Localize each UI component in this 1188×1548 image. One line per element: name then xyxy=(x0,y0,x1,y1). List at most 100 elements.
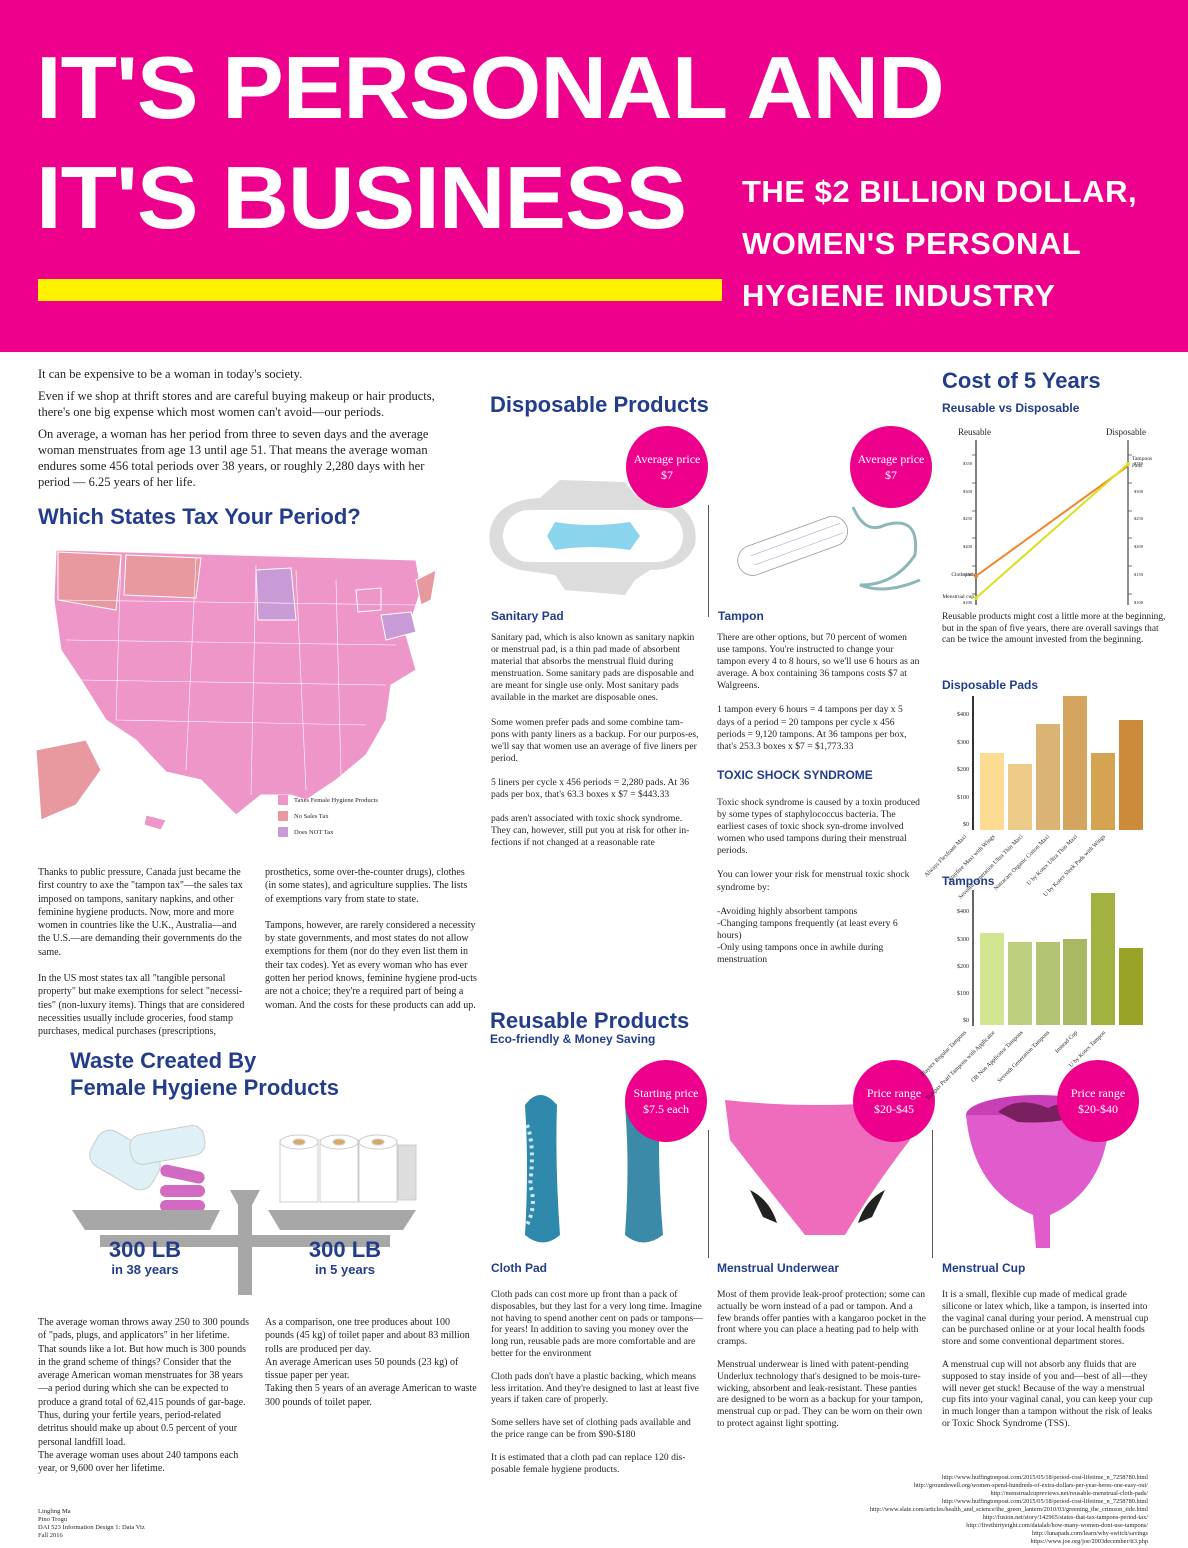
tampon-title: Tampon xyxy=(718,609,764,623)
intro-p2: Even if we shop at thrift stores and are… xyxy=(38,389,435,419)
bar-u-kotex-sleek xyxy=(1119,720,1143,830)
title-line-2: IT'S BUSINESS xyxy=(36,148,687,247)
pads-xticks: Always Flexfoam Maxi Stayfree Maxi with … xyxy=(923,834,1108,901)
bar-playtex xyxy=(980,933,1004,1025)
slope-left-ticks: $350 $300 $250 $200 $150 $100 xyxy=(963,461,972,605)
reference-link[interactable]: http://menstrualcupreviews.net/reusable-… xyxy=(990,1490,1148,1497)
bar-always xyxy=(980,753,1004,830)
tampons-bar-chart xyxy=(980,893,1150,1025)
reference-link[interactable]: http://www.huffingtonpost.com/2015/05/18… xyxy=(941,1498,1148,1505)
legend-item-no-sales-tax: No Sales Tax xyxy=(278,808,378,824)
underwear-text: Most of them provide leak-proof protecti… xyxy=(717,1289,926,1429)
legend-swatch-no-sales-tax xyxy=(278,811,288,821)
reusable-axis-label: Reusable xyxy=(958,427,991,437)
reference-link[interactable]: http://groundswell.org/women-spend-hundr… xyxy=(913,1482,1148,1489)
waste-heading: Waste Created By Female Hygiene Products xyxy=(70,1048,339,1100)
balance-scale-icon xyxy=(72,1190,416,1295)
divider xyxy=(708,505,709,617)
subtitle-line-1: THE $2 BILLION DOLLAR, xyxy=(742,174,1138,209)
tampons-chart-title: Tampons xyxy=(942,874,995,888)
divider xyxy=(932,1130,933,1258)
label-cloth-pads: Cloth pads xyxy=(951,572,975,578)
subtitle-line-2: WOMEN'S PERSONAL xyxy=(742,226,1082,261)
tax-heading: Which States Tax Your Period? xyxy=(38,504,361,529)
pads-icon xyxy=(89,1125,206,1191)
tampons-yticks: $400 $300 $200 $100 $0 xyxy=(957,909,969,1024)
waste-col-2: As a comparison, one tree produces about… xyxy=(265,1317,477,1408)
legend-swatch-taxes xyxy=(278,795,288,805)
bar-seventh-gen xyxy=(1036,724,1060,830)
bar-instead-cup xyxy=(1091,893,1115,1025)
legend-item-does-not-tax: Does NOT Tax xyxy=(278,824,378,840)
label-tampons-pads: Tampons Pads xyxy=(1132,456,1153,469)
reference-link[interactable]: http://fusion.net/story/142965/states-th… xyxy=(982,1514,1148,1521)
legend-item-taxes: Taxes Female Hygiene Products xyxy=(278,792,378,808)
reusable-heading: Reusable Products xyxy=(490,1008,690,1033)
bar-natracare xyxy=(1063,696,1087,830)
legend-swatch-does-not-tax xyxy=(278,827,288,837)
cup-title: Menstrual Cup xyxy=(942,1261,1026,1275)
cup-text: It is a small, flexible cup made of medi… xyxy=(942,1289,1153,1429)
tampons-icon xyxy=(160,1164,205,1212)
tax-col-1: Thanks to public pressure, Canada just b… xyxy=(38,867,245,1038)
cost-heading: Cost of 5 Years xyxy=(942,368,1101,393)
credits: Lingling Ma Pino Trogu DAI 523 Informati… xyxy=(38,1508,145,1539)
underwear-price-badge: Price range $20-$45 xyxy=(853,1060,935,1142)
cloth-pad-text: Cloth pads can cost more up front than a… xyxy=(491,1289,703,1475)
cloth-pad-title: Cloth Pad xyxy=(491,1261,547,1275)
title-line-1: IT'S PERSONAL AND xyxy=(36,38,945,137)
tampons-xticks: Playtex Regular Tampons Tampax Pearl Tam… xyxy=(920,1030,1108,1102)
scale-illustration xyxy=(72,1125,417,1295)
reusable-subheading: Eco-friendly & Money Saving xyxy=(490,1032,656,1046)
slope-chart xyxy=(972,440,1132,605)
bar-u-kotex-tampon xyxy=(1119,948,1143,1025)
sanitary-pad-icon xyxy=(489,480,696,595)
intro-text: It can be expensive to be a woman in tod… xyxy=(38,366,458,490)
bar-u-kotex-ultra xyxy=(1091,753,1115,830)
reference-link[interactable]: http://www.huffingtonpost.com/2015/05/18… xyxy=(941,1474,1148,1481)
tampon-text: There are other options, but 70 percent … xyxy=(717,632,920,752)
cost-subheading: Reusable vs Disposable xyxy=(942,401,1080,415)
subtitle: THE $2 BILLION DOLLAR, WOMEN'S PERSONAL … xyxy=(742,166,1137,322)
tampons-y-axis xyxy=(972,890,974,1026)
menstrual-underwear-icon xyxy=(725,1100,915,1235)
label-menstrual-cup: Menstrual cup xyxy=(942,594,974,600)
pads-chart-title: Disposable Pads xyxy=(942,678,1039,692)
bar-tampax xyxy=(1008,942,1032,1025)
tampon-icon xyxy=(737,506,921,591)
underwear-title: Menstrual Underwear xyxy=(717,1261,840,1275)
slope-right-ticks: $350 $300 $250 $200 $150 $100 xyxy=(1134,461,1143,605)
waste-right-stat: 300 LB in 5 years xyxy=(308,1237,382,1278)
waste-col-1: The average woman throws away 250 to 300… xyxy=(38,1317,250,1475)
sanitary-pad-title: Sanitary Pad xyxy=(491,609,564,623)
pads-bar-chart xyxy=(980,696,1150,830)
references: http://www.huffingtonpost.com/2015/05/18… xyxy=(748,1474,1148,1546)
cost-note: Reusable products might cost a little mo… xyxy=(942,612,1166,646)
pads-yticks: $400 $300 $200 $100 $0 xyxy=(957,712,969,828)
bar-seventh-gen-tampons xyxy=(1063,939,1087,1025)
map-legend: Taxes Female Hygiene Products No Sales T… xyxy=(278,792,378,840)
toilet-paper-icon xyxy=(279,1134,417,1203)
tss-text: Toxic shock syndrome is caused by a toxi… xyxy=(717,797,920,966)
header-banner: IT'S PERSONAL AND IT'S BUSINESS THE $2 B… xyxy=(0,0,1188,352)
accent-bar xyxy=(38,279,722,301)
divider xyxy=(708,1130,709,1258)
waste-left-stat: 300 LB in 38 years xyxy=(108,1237,182,1278)
cloth-pad-price-badge: Starting price $7.5 each xyxy=(625,1060,707,1142)
tax-col-2: prosthetics, some over-the-counter drugs… xyxy=(265,867,477,1011)
reference-link[interactable]: http://lunapads.com/learn/why-switch/sav… xyxy=(1032,1530,1148,1537)
bar-ob xyxy=(1036,942,1060,1025)
disposable-heading: Disposable Products xyxy=(490,392,709,417)
pads-y-axis xyxy=(972,696,974,830)
disposable-axis-label: Disposable xyxy=(1106,427,1146,437)
cup-price-badge: Price range $20-$40 xyxy=(1057,1060,1139,1142)
reference-link[interactable]: http://fivethirtyeight.com/datalab/how-m… xyxy=(966,1522,1148,1529)
intro-p1: It can be expensive to be a woman in tod… xyxy=(38,367,303,381)
sanitary-pad-text: Sanitary pad, which is also known as san… xyxy=(491,632,699,849)
us-map xyxy=(36,549,436,831)
reference-link[interactable]: http://www.slate.com/articles/health_and… xyxy=(869,1506,1148,1513)
reference-link[interactable]: https://www.joe.org/joe/2003december/tt3… xyxy=(1030,1538,1148,1545)
tampon-price-badge: Average price $7 xyxy=(850,426,932,508)
intro-p3: On average, a woman has her period from … xyxy=(38,427,429,489)
subtitle-line-3: HYGIENE INDUSTRY xyxy=(742,278,1056,313)
